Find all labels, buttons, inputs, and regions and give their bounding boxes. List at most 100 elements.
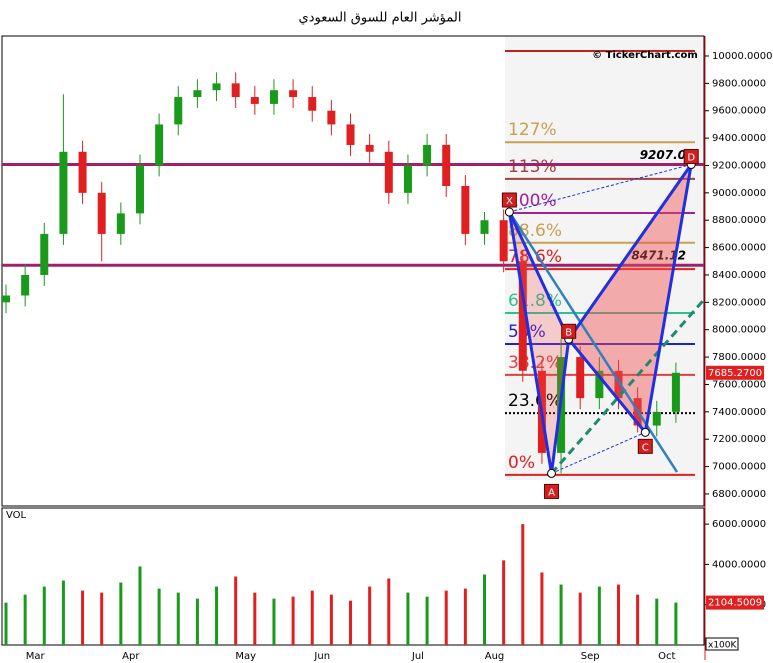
fib-label: 50% — [508, 322, 546, 342]
pattern-line — [567, 163, 693, 341]
candle-body — [97, 192, 106, 234]
last-price-box — [706, 365, 764, 380]
watermark: © TickerChart.com — [592, 50, 698, 61]
volume-bar — [215, 586, 219, 645]
volume-bar — [616, 584, 620, 645]
fib-label: 100% — [508, 191, 557, 211]
volume-bar — [176, 592, 180, 645]
candle-body — [499, 220, 508, 262]
candle-body — [78, 151, 87, 193]
volume-bar — [425, 596, 429, 645]
candle-body — [174, 97, 183, 125]
y-tick-label: 7800.0000 — [712, 352, 766, 363]
candle-body — [576, 357, 585, 399]
volume-bar — [310, 590, 314, 645]
trend-line — [508, 211, 679, 473]
fib-label: 113% — [508, 157, 557, 177]
candle-body — [652, 411, 661, 426]
volume-bar — [387, 578, 391, 645]
volume-bar — [444, 590, 448, 645]
unit-box — [705, 637, 739, 651]
y-tick-label: 10000.0000 — [712, 51, 772, 62]
x-tick-label: Aug — [485, 651, 505, 662]
volume-bar — [4, 602, 8, 645]
pattern-label: X — [506, 196, 513, 207]
x-tick-label: Jun — [313, 651, 330, 662]
candle-body — [155, 124, 164, 166]
y-tick-label: 8600.0000 — [712, 243, 766, 254]
level-label: 9207.0 — [640, 148, 686, 162]
volume-bar — [100, 592, 104, 645]
candle-body — [308, 97, 317, 111]
x-tick-label: Jul — [411, 651, 424, 662]
y-tick-label: 7200.0000 — [712, 434, 766, 445]
y-tick-label: 9000.0000 — [712, 188, 766, 199]
candle-body — [442, 144, 451, 187]
x-tick-label: Oct — [658, 651, 675, 662]
y-tick-label: 8800.0000 — [712, 215, 766, 226]
volume-bar — [463, 588, 467, 645]
volume-bar — [272, 598, 276, 645]
candle-body — [346, 124, 355, 145]
candle-body — [480, 220, 489, 234]
candle-body — [212, 83, 221, 91]
pattern-tag — [501, 192, 517, 208]
volume-bar — [253, 592, 257, 645]
chart-title: المؤشر العام للسوق السعودي — [299, 11, 462, 26]
candle-body — [116, 213, 125, 234]
unit-label: x100K — [708, 641, 738, 651]
candle-body — [423, 144, 432, 166]
volume-bar — [674, 602, 678, 645]
y-tick-label: 8200.0000 — [712, 297, 766, 308]
pattern-label: A — [548, 487, 555, 498]
y-tick-label: 7600.0000 — [712, 379, 766, 390]
volume-bar — [368, 586, 372, 645]
pattern-line — [509, 164, 692, 213]
candle-body — [671, 372, 680, 412]
pattern-point — [640, 427, 650, 437]
candle-body — [327, 110, 336, 125]
candle-body — [21, 274, 30, 296]
volume-bar — [655, 598, 659, 645]
y-tick-label: 4000.0000 — [712, 559, 766, 570]
volume-bar — [540, 572, 544, 645]
candle-body — [40, 233, 49, 275]
y-tick-label: 9800.0000 — [712, 78, 766, 89]
pattern-area — [509, 212, 569, 474]
candle-body — [518, 261, 527, 371]
volume-bar — [521, 524, 525, 645]
volume-bar — [138, 566, 142, 645]
y-tick-label: 9600.0000 — [712, 106, 766, 117]
pattern-point — [504, 207, 514, 217]
candle-body — [403, 165, 412, 193]
volume-bar — [329, 594, 333, 645]
y-tick-label: 7400.0000 — [712, 407, 766, 418]
volume-bar — [234, 576, 238, 645]
volume-bar — [559, 584, 563, 645]
volume-bar — [61, 580, 65, 645]
pattern-tag — [683, 149, 699, 165]
candle-body — [595, 370, 604, 399]
x-tick-label: Apr — [122, 651, 140, 662]
pattern-tag — [637, 438, 653, 454]
candle-body — [365, 144, 374, 152]
volume-bar — [636, 594, 640, 645]
pattern-line — [508, 211, 571, 340]
volume-bar — [119, 582, 123, 645]
x-tick-label: Sep — [581, 651, 600, 662]
volume-panel — [1, 507, 705, 646]
candle-body — [384, 151, 393, 193]
candle-body — [59, 151, 68, 234]
fib-label: 23.6% — [508, 391, 562, 411]
y-tick-label: 9400.0000 — [712, 133, 766, 144]
volume-bar — [502, 560, 506, 645]
volume-bar — [195, 598, 199, 645]
candle-body — [135, 165, 144, 214]
candle-body — [2, 295, 10, 303]
last-volume-box — [706, 595, 764, 610]
pattern-tag — [543, 483, 559, 499]
panel-label: VOL — [6, 510, 27, 521]
candle-body — [231, 83, 240, 98]
last-volume-label: 2104.5009 — [708, 598, 762, 609]
